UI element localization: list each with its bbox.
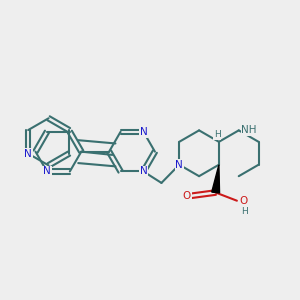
- Text: H: H: [241, 207, 247, 216]
- Text: N: N: [24, 148, 32, 159]
- Text: H: H: [214, 130, 220, 139]
- Text: N: N: [140, 167, 147, 176]
- Text: NH: NH: [242, 125, 257, 135]
- Text: N: N: [140, 127, 147, 137]
- Text: O: O: [239, 196, 248, 206]
- Text: O: O: [183, 191, 191, 201]
- Text: N: N: [43, 167, 51, 176]
- Polygon shape: [212, 165, 220, 193]
- Text: N: N: [176, 160, 183, 170]
